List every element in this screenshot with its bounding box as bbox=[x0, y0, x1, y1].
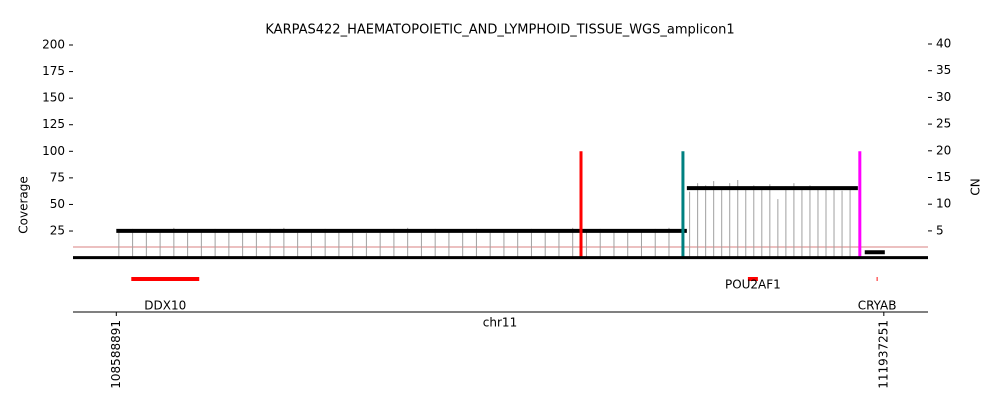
y2-tick-label: 35 bbox=[936, 63, 951, 77]
y-tick-label: 150 bbox=[42, 91, 65, 105]
y-axis-label: Coverage bbox=[17, 176, 31, 234]
x-tick-label: 108588891 bbox=[109, 320, 123, 389]
y-tick-label: 175 bbox=[42, 64, 65, 78]
y-tick-label: 200 bbox=[42, 38, 65, 52]
y2-tick-label: 20 bbox=[936, 143, 951, 157]
y2-tick-label: 10 bbox=[936, 197, 951, 211]
y2-tick-label: 30 bbox=[936, 90, 951, 104]
y2-tick-label: 40 bbox=[936, 37, 951, 51]
y-tick-label: 25 bbox=[50, 224, 65, 238]
y2-tick-label: 15 bbox=[936, 170, 951, 184]
y-tick-label: 50 bbox=[50, 197, 65, 211]
x-tick-label: 111937251 bbox=[876, 320, 890, 389]
gene-label: CRYAB bbox=[858, 299, 897, 313]
y-tick-label: 75 bbox=[50, 170, 65, 184]
chart-title: KARPAS422_HAEMATOPOIETIC_AND_LYMPHOID_TI… bbox=[265, 23, 734, 38]
y2-axis-label: CN bbox=[969, 178, 983, 195]
y2-tick-label: 5 bbox=[936, 223, 944, 237]
y-tick-label: 100 bbox=[42, 144, 65, 158]
x-axis-label: chr11 bbox=[483, 316, 517, 330]
gene-label: DDX10 bbox=[144, 299, 186, 313]
y2-tick-label: 25 bbox=[936, 117, 951, 131]
y-tick-label: 125 bbox=[42, 117, 65, 131]
gene-label: POU2AF1 bbox=[725, 278, 781, 292]
